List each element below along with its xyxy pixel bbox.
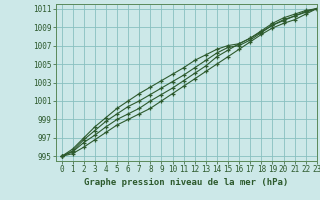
X-axis label: Graphe pression niveau de la mer (hPa): Graphe pression niveau de la mer (hPa) — [84, 178, 289, 187]
